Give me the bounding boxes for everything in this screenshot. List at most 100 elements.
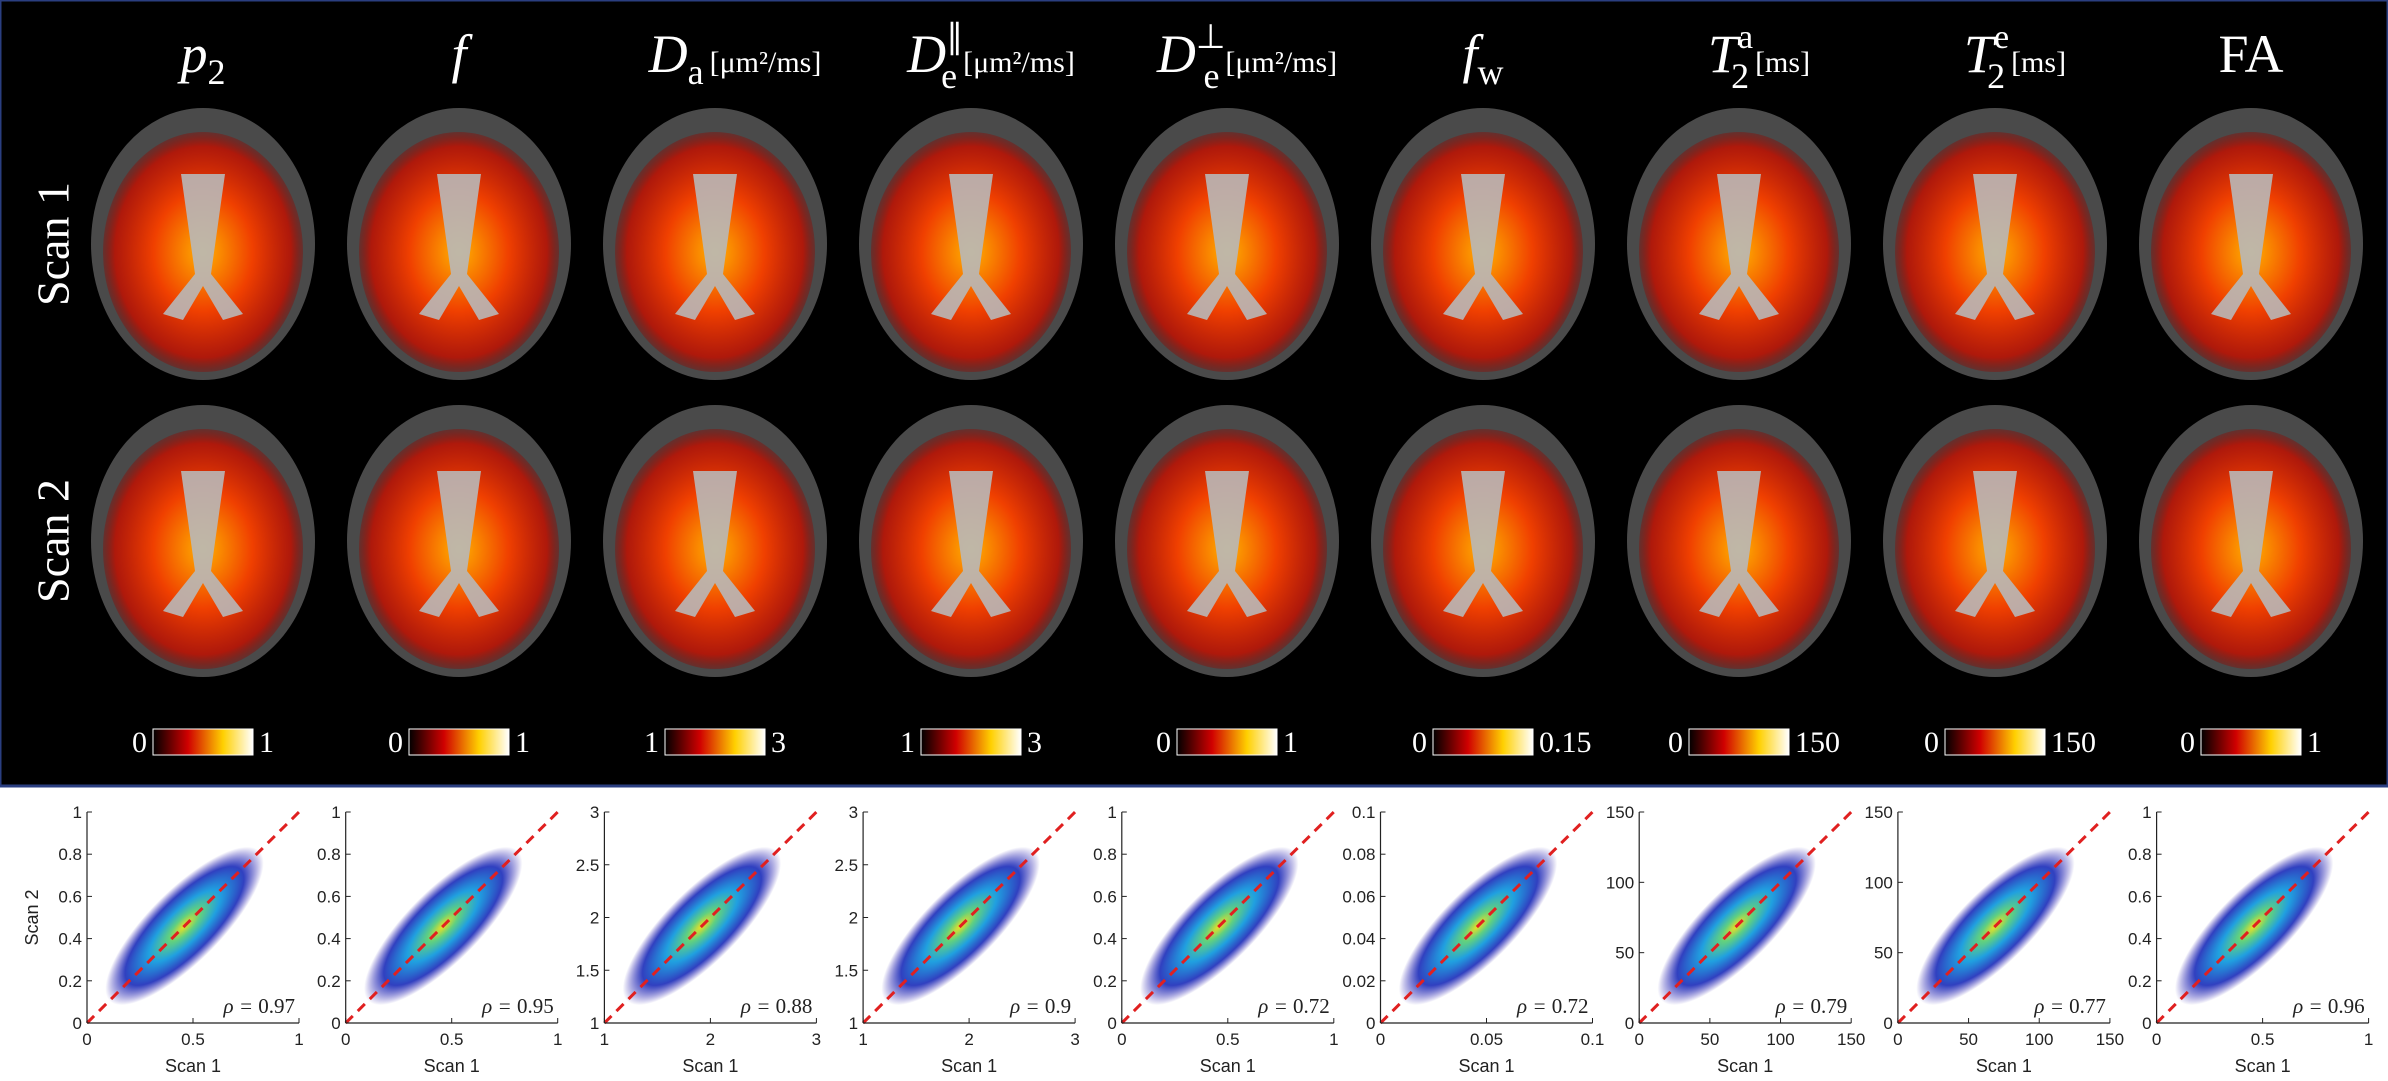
ventricles xyxy=(675,174,755,320)
colorbar xyxy=(1688,728,1790,756)
scatter-plot: 0 0.5 1 0 0.2 0.4 0.6 0.8 1 Scan 1 ρ = 0.72 xyxy=(1093,803,1338,1076)
y-tick-label: 0 xyxy=(331,1014,340,1033)
y-tick-label: 0.6 xyxy=(1093,887,1117,906)
y-tick-label: 0.4 xyxy=(2128,930,2152,949)
colorbar-max: 150 xyxy=(2051,726,2096,759)
colorbar-min: 1 xyxy=(644,726,659,759)
ventricles xyxy=(931,174,1011,320)
y-tick-label: 0.4 xyxy=(317,930,341,949)
y-tick-label: 0.4 xyxy=(58,930,82,949)
scatter-plot: 0 0.5 1 0 0.2 0.4 0.6 0.8 1 Scan 1 ρ = 0.96 xyxy=(2128,803,2373,1076)
y-tick-label: 0.08 xyxy=(1342,845,1375,864)
y-tick-label: 1.5 xyxy=(576,961,600,980)
ventricles xyxy=(1955,174,2035,320)
x-tick-label: 0.5 xyxy=(1216,1030,1240,1049)
ventricles xyxy=(163,174,243,320)
rho-label: ρ = 0.79 xyxy=(1775,994,1848,1018)
x-label: Scan 1 xyxy=(1200,1056,1256,1076)
y-tick-label: 2.5 xyxy=(834,856,858,875)
title-sup: a xyxy=(1738,19,1753,56)
y-tick-label: 0.6 xyxy=(317,887,341,906)
rho-label: ρ = 0.77 xyxy=(2033,994,2106,1018)
x-label: Scan 1 xyxy=(682,1056,738,1076)
x-tick-label: 2 xyxy=(706,1030,715,1049)
y-tick-label: 0.1 xyxy=(1352,803,1376,822)
title-sup: e xyxy=(1994,19,2009,56)
colorbar xyxy=(664,728,766,756)
x-tick-label: 150 xyxy=(2096,1030,2124,1049)
brain-map xyxy=(1371,108,1595,380)
y-tick-label: 0 xyxy=(2142,1014,2151,1033)
y-tick-label: 150 xyxy=(1865,803,1893,822)
y-tick-label: 1 xyxy=(73,803,82,822)
colorbar-min: 1 xyxy=(900,726,915,759)
colorbar-max: 1 xyxy=(2307,726,2322,759)
x-tick-label: 100 xyxy=(2025,1030,2053,1049)
rho-label: ρ = 0.95 xyxy=(481,994,554,1018)
x-tick-label: 1 xyxy=(2364,1030,2373,1049)
y-tick-label: 1 xyxy=(331,803,340,822)
scatter-plot: 0 50 100 150 0 50 100 150 Scan 1 ρ = 0.77 xyxy=(1865,803,2125,1076)
colorbar-max: 1 xyxy=(1283,726,1298,759)
rho-value: 0.97 xyxy=(258,994,295,1018)
x-tick-label: 0.5 xyxy=(440,1030,464,1049)
x-tick-label: 0 xyxy=(2152,1030,2161,1049)
y-tick-label: 0.2 xyxy=(1093,972,1117,991)
y-tick-label: 1.5 xyxy=(834,961,858,980)
column-title: Ta 2 [ms] xyxy=(1708,19,1810,96)
y-tick-label: 2.5 xyxy=(576,856,600,875)
ventricles xyxy=(1187,174,1267,320)
title-main: T xyxy=(1964,24,1998,84)
ventricles xyxy=(1443,471,1523,617)
scatter-plot: 0 0.5 1 0 0.2 0.4 0.6 0.8 1 Scan 1 Scan 2 ρ = 0.97 xyxy=(22,803,304,1076)
y-tick-label: 0.6 xyxy=(58,887,82,906)
rho-value: 0.72 xyxy=(1293,994,1330,1018)
colorbar-max: 1 xyxy=(259,726,274,759)
y-tick-label: 50 xyxy=(1874,944,1893,963)
y-label: Scan 2 xyxy=(22,889,42,945)
y-tick-label: 50 xyxy=(1615,944,1634,963)
title-sub: 2 xyxy=(1987,56,2005,96)
scatter-plot: 0 0.5 1 0 0.2 0.4 0.6 0.8 1 Scan 1 ρ = 0.95 xyxy=(317,803,562,1076)
rho-label: ρ = 0.88 xyxy=(740,994,813,1018)
brain-map xyxy=(347,108,571,380)
colorbar-max: 3 xyxy=(1027,726,1042,759)
brain-map xyxy=(1627,108,1851,380)
y-tick-label: 0 xyxy=(1107,1014,1116,1033)
scatter-plot: 0 50 100 150 0 50 100 150 Scan 1 ρ = 0.79 xyxy=(1606,803,1866,1076)
brain-map xyxy=(91,108,315,380)
rho-value: 0.72 xyxy=(1552,994,1589,1018)
brain-map xyxy=(859,108,1083,380)
y-tick-label: 3 xyxy=(849,803,858,822)
title-sub: 2 xyxy=(208,52,226,92)
title-sub: e xyxy=(941,56,957,96)
rho-prefix: ρ = xyxy=(1257,994,1293,1018)
title-sub: 2 xyxy=(1731,56,1749,96)
brain-map xyxy=(1115,108,1339,380)
y-tick-label: 2 xyxy=(590,909,599,928)
ventricles xyxy=(931,471,1011,617)
x-label: Scan 1 xyxy=(424,1056,480,1076)
x-tick-label: 1 xyxy=(600,1030,609,1049)
x-tick-label: 1 xyxy=(553,1030,562,1049)
x-tick-label: 50 xyxy=(1959,1030,1978,1049)
colorbar xyxy=(2200,728,2302,756)
title-sup: ∥ xyxy=(946,19,963,56)
colorbar-min: 0 xyxy=(1924,726,1939,759)
title-unit: [μm²/ms] xyxy=(710,46,822,79)
colorbar-max: 150 xyxy=(1795,726,1840,759)
colorbar-min: 0 xyxy=(1668,726,1683,759)
scatter-plots: 0 0.5 1 0 0.2 0.4 0.6 0.8 1 Scan 1 Scan 2 ρ = 0.97 0… xyxy=(22,803,2373,1076)
rho-label: ρ = 0.72 xyxy=(1516,994,1589,1018)
y-tick-label: 3 xyxy=(590,803,599,822)
scatter-plot: 1 2 3 1 1.5 2 2.5 3 Scan 1 ρ = 0.9 xyxy=(834,803,1079,1076)
title-unit: [ms] xyxy=(1755,46,1810,79)
title-sub: e xyxy=(1203,56,1219,96)
brain-map xyxy=(2139,405,2363,677)
y-tick-label: 150 xyxy=(1606,803,1634,822)
colorbar-max: 0.15 xyxy=(1539,726,1592,759)
x-tick-label: 2 xyxy=(964,1030,973,1049)
x-label: Scan 1 xyxy=(941,1056,997,1076)
y-tick-label: 0.8 xyxy=(1093,845,1117,864)
